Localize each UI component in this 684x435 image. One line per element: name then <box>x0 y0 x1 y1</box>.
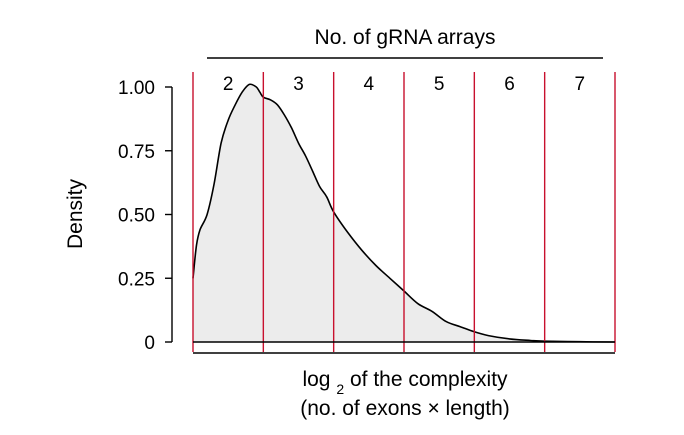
y-tick-label: 0.75 <box>118 142 155 163</box>
band-label: 3 <box>293 74 304 95</box>
band-label: 7 <box>575 74 586 95</box>
top-axis-title: No. of gRNA arrays <box>315 26 496 49</box>
band-label: 5 <box>434 74 445 95</box>
band-label: 6 <box>504 74 515 95</box>
band-boundary-lines <box>192 72 616 352</box>
band-label: 2 <box>223 74 234 95</box>
x-axis-title-line1: log 2 of the complexity <box>302 368 508 397</box>
density-curve <box>192 83 616 343</box>
band-labels: 2 3 4 5 6 7 <box>223 74 585 95</box>
band-label: 4 <box>364 74 375 95</box>
y-tick-label: 0 <box>144 333 155 354</box>
y-tick-label: 1.00 <box>118 78 155 99</box>
x-axis-title-prefix: log <box>302 368 330 391</box>
y-axis-ticks: 0 0.25 0.50 0.75 1.00 <box>118 78 172 354</box>
x-axis-title-line2: (no. of exons × length) <box>300 397 510 420</box>
x-axis-title-suffix: of the complexity <box>350 368 508 391</box>
y-axis-title: Density <box>64 178 87 249</box>
density-area-fill <box>193 84 615 342</box>
y-tick-label: 0.25 <box>118 269 155 290</box>
y-tick-label: 0.50 <box>118 206 155 227</box>
x-axis-title-subscript: 2 <box>336 381 344 397</box>
